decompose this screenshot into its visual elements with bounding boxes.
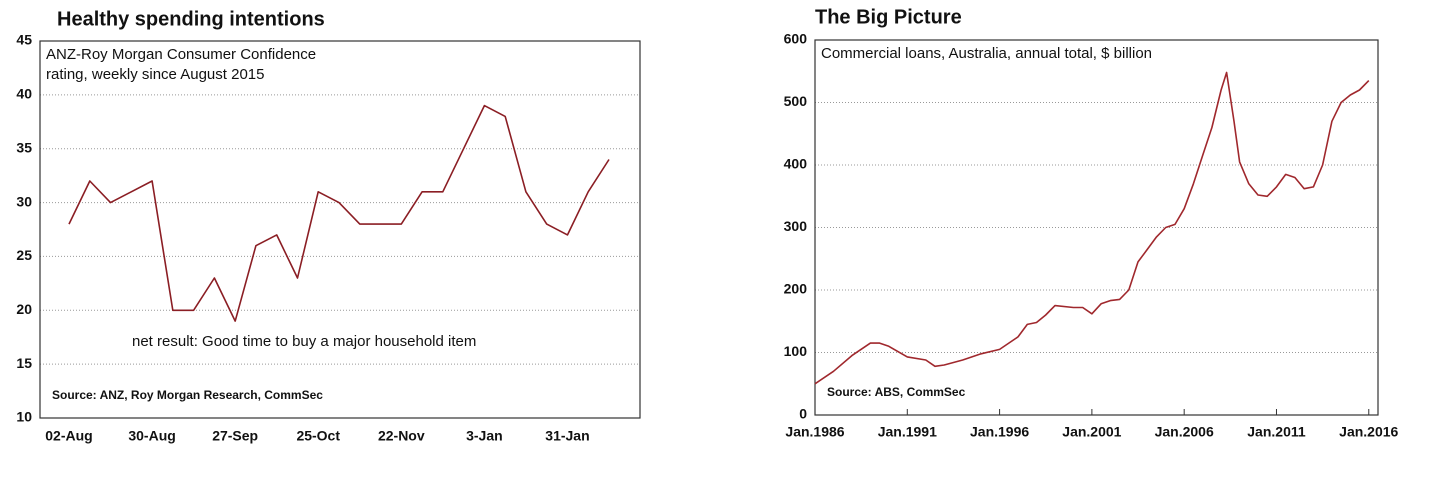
y-tick-label: 0 xyxy=(799,406,807,422)
x-tick-label: Jan.2016 xyxy=(1339,424,1398,440)
x-tick-label: 3-Jan xyxy=(466,428,503,444)
plot-frame xyxy=(39,40,641,419)
source: Source: ABS, CommSec xyxy=(827,385,966,399)
y-tick-label: 10 xyxy=(16,409,32,425)
data-line xyxy=(814,71,1370,385)
y-tick-label: 35 xyxy=(16,139,32,155)
x-tick-label: 02-Aug xyxy=(45,428,92,444)
y-tick-label: 300 xyxy=(784,218,808,234)
chart-title: Healthy spending intentions xyxy=(57,8,325,30)
source: Source: ANZ, Roy Morgan Research, CommSe… xyxy=(52,388,323,402)
y-tick-label: 600 xyxy=(784,31,808,47)
data-line xyxy=(68,104,610,322)
x-tick-label: Jan.2006 xyxy=(1155,424,1214,440)
annotation: net result: Good time to buy a major hou… xyxy=(132,333,476,350)
subtitle: ANZ-Roy Morgan Consumer Confidence xyxy=(46,46,316,63)
subtitle: Commercial loans, Australia, annual tota… xyxy=(821,45,1152,62)
y-tick-label: 25 xyxy=(16,247,32,263)
x-tick-label: 30-Aug xyxy=(128,428,175,444)
y-tick-label: 45 xyxy=(16,32,32,48)
chart-title: The Big Picture xyxy=(815,6,962,28)
y-tick-label: 20 xyxy=(16,301,32,317)
y-tick-label: 30 xyxy=(16,193,32,209)
y-tick-label: 40 xyxy=(16,86,32,102)
x-tick-label: Jan.2011 xyxy=(1247,424,1306,440)
y-tick-label: 100 xyxy=(784,343,808,359)
x-tick-label: 25-Oct xyxy=(296,428,340,444)
y-tick-label: 15 xyxy=(16,355,32,371)
y-tick-label: 200 xyxy=(784,281,808,297)
x-tick-label: Jan.1996 xyxy=(970,424,1029,440)
x-tick-label: 27-Sep xyxy=(212,428,258,444)
x-tick-label: 31-Jan xyxy=(545,428,589,444)
x-tick-label: Jan.1991 xyxy=(878,424,937,440)
x-tick-label: Jan.2001 xyxy=(1062,424,1121,440)
x-tick-label: Jan.1986 xyxy=(785,424,844,440)
subtitle: rating, weekly since August 2015 xyxy=(46,66,264,83)
plot-frame xyxy=(814,39,1379,416)
x-tick-label: 22-Nov xyxy=(378,428,425,444)
y-tick-label: 500 xyxy=(784,93,808,109)
y-tick-label: 400 xyxy=(784,156,808,172)
